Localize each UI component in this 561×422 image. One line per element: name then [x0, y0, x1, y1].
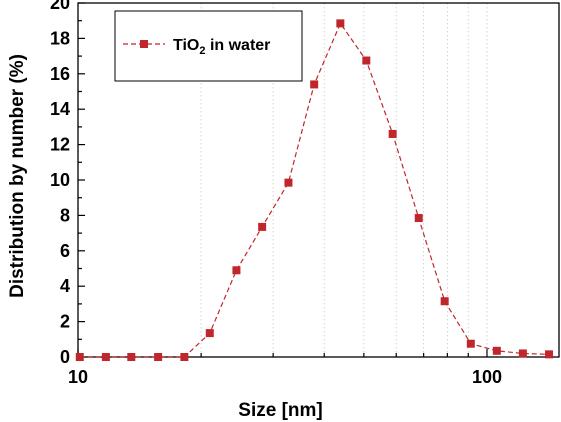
- legend-label-rest: in water: [206, 37, 271, 54]
- data-point: [127, 353, 136, 361]
- data-point: [492, 346, 501, 355]
- x-tick-label: 100: [472, 367, 502, 387]
- y-tick-label: 6: [60, 241, 70, 261]
- data-point: [518, 349, 527, 358]
- data-point: [154, 353, 163, 361]
- x-tick-label: 10: [68, 367, 88, 387]
- data-point: [180, 353, 189, 361]
- legend-label: TiO2 in water: [173, 37, 270, 57]
- x-tick-labels: 10 100: [68, 367, 502, 387]
- legend-marker-square: [140, 40, 148, 48]
- y-tick-label: 2: [60, 312, 70, 332]
- data-point: [440, 297, 449, 306]
- data-point: [101, 353, 110, 361]
- data-point: [258, 222, 267, 231]
- y-tick-label: 14: [50, 99, 70, 119]
- data-point: [336, 19, 345, 28]
- data-point: [414, 214, 423, 223]
- legend: TiO2 in water: [114, 10, 303, 82]
- y-tick-label: 8: [60, 205, 70, 225]
- data-point: [362, 56, 371, 65]
- data-point: [388, 129, 397, 138]
- y-tick-label: 4: [60, 276, 70, 296]
- data-point: [284, 178, 293, 187]
- y-tick-label: 0: [60, 347, 70, 367]
- legend-label-subscript: 2: [199, 45, 205, 57]
- data-point: [310, 80, 319, 89]
- data-point: [232, 266, 241, 275]
- y-tick-label: 12: [50, 135, 70, 155]
- y-tick-labels: 0 2 4 6 8 10 12 14 16 18 20: [50, 0, 70, 367]
- data-point: [466, 339, 475, 348]
- y-tick-label: 16: [50, 64, 70, 84]
- y-tick-label: 18: [50, 28, 70, 48]
- legend-label-main: TiO: [173, 37, 199, 54]
- data-point: [205, 329, 214, 338]
- data-point: [545, 350, 554, 359]
- data-point: [75, 353, 84, 361]
- grid-lines: [200, 3, 488, 357]
- y-axis-title: Distribution by number (%): [7, 54, 28, 298]
- y-tick-label: 10: [50, 170, 70, 190]
- x-axis-title: Size [nm]: [238, 400, 322, 421]
- data-series: [75, 19, 554, 361]
- y-tick-label: 20: [50, 0, 70, 13]
